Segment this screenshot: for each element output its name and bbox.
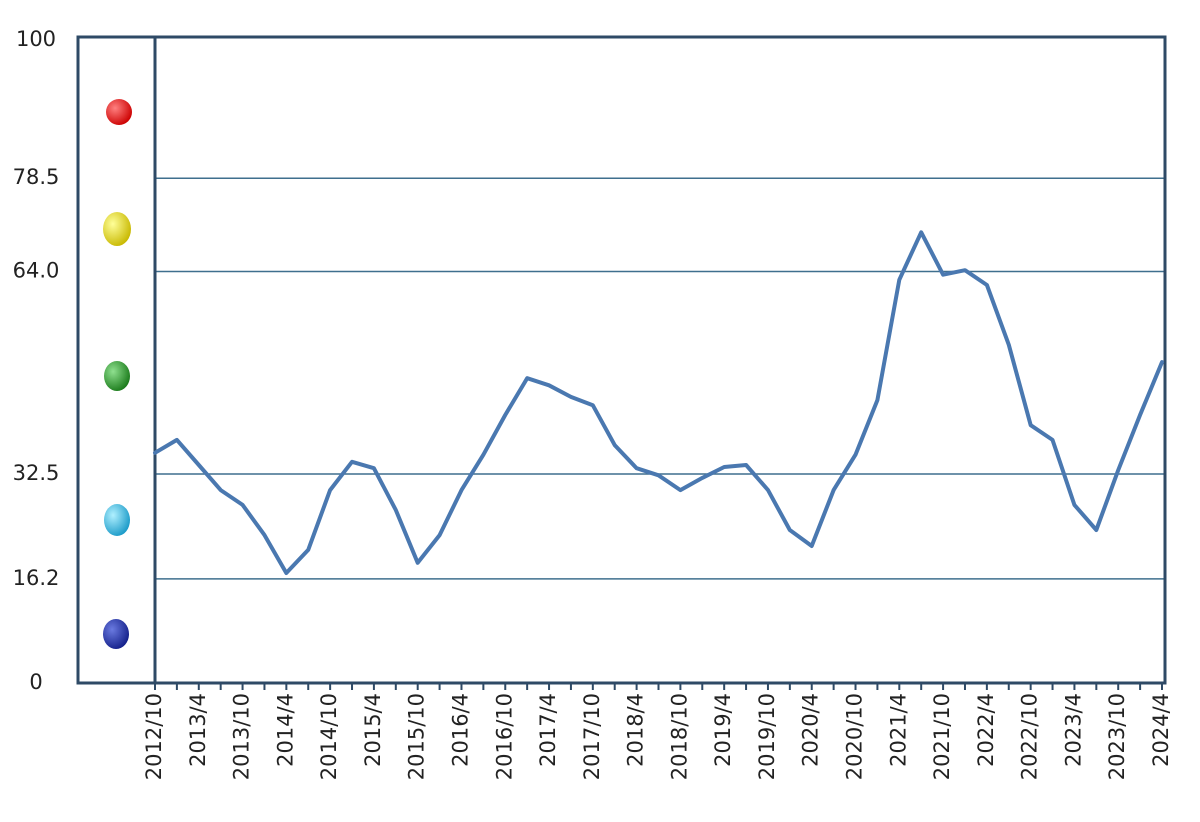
plot-frame: [76, 35, 1167, 685]
grid: [155, 177, 1165, 580]
zone-marker: [104, 361, 130, 391]
x-tick-label: 2021/4: [886, 693, 910, 767]
zone-marker: [103, 212, 131, 246]
x-tick-label: 2022/4: [974, 693, 998, 767]
x-tick-label: 2017/10: [580, 693, 604, 780]
y-tick-label: 100: [16, 27, 56, 51]
y-tick-label: 32.5: [13, 461, 60, 485]
y-tick-label: 0: [29, 670, 42, 694]
x-tick-label: 2022/10: [1018, 693, 1042, 780]
x-tick-label: 2018/10: [667, 693, 691, 780]
zone-marker: [104, 504, 130, 536]
zone-marker: [106, 99, 132, 125]
data-line: [153, 230, 1164, 575]
x-tick-label: 2013/4: [186, 693, 210, 767]
x-tick-label: 2013/10: [230, 693, 254, 780]
y-tick-label: 78.5: [13, 165, 60, 189]
x-tick-label: 2020/4: [799, 693, 823, 767]
x-tick-label: 2017/4: [536, 693, 560, 767]
x-tick-label: 2015/4: [361, 693, 385, 767]
x-tick-label: 2023/10: [1105, 693, 1129, 780]
x-tick-label: 2014/4: [273, 693, 297, 767]
x-tick-label: 2019/10: [755, 693, 779, 780]
x-tick-label: 2019/4: [711, 693, 735, 767]
x-tick-label: 2024/4: [1149, 693, 1173, 767]
x-tick-label: 2016/10: [492, 693, 516, 780]
y-tick-label: 16.2: [13, 566, 60, 590]
y-tick-label: 64.0: [13, 258, 60, 282]
x-tick-label: 2016/4: [448, 693, 472, 767]
x-tick-label: 2020/10: [843, 693, 867, 780]
x-tick-label: 2018/4: [624, 693, 648, 767]
x-tick-label: 2012/10: [142, 693, 166, 780]
x-tick-label: 2021/10: [930, 693, 954, 780]
zone-marker: [103, 619, 129, 649]
x-tick-label: 2015/10: [405, 693, 429, 780]
x-tick-label: 2023/4: [1061, 693, 1085, 767]
x-tick-label: 2014/10: [317, 693, 341, 780]
